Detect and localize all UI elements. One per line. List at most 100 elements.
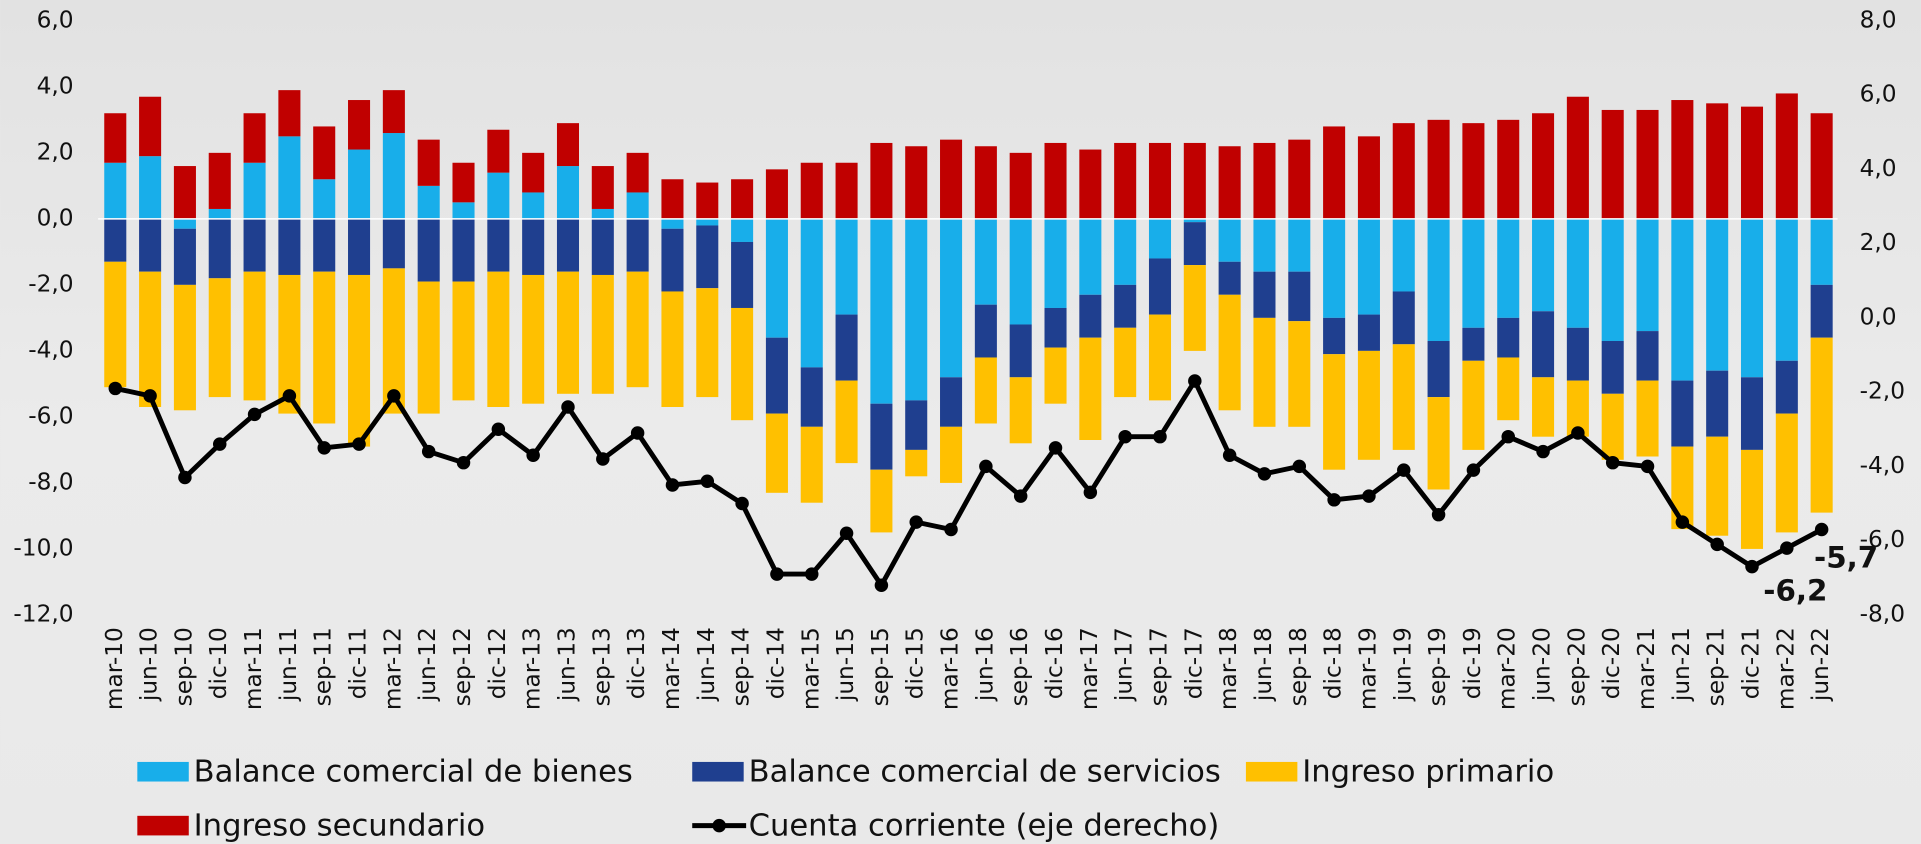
bar-segment: [209, 219, 231, 278]
bar-segment: [592, 219, 614, 275]
line-marker: [1188, 374, 1201, 387]
bar-segment: [836, 163, 858, 219]
bar-segment: [1219, 219, 1241, 262]
bar-segment: [348, 219, 370, 275]
bar-segment: [1602, 394, 1624, 460]
line-marker: [457, 456, 470, 469]
line-marker: [1710, 538, 1723, 551]
bar-segment: [1706, 371, 1728, 437]
x-tick-label: mar-19: [1354, 627, 1381, 710]
x-tick-label: dic-21: [1738, 627, 1765, 699]
bar-segment: [487, 219, 509, 272]
line-marker: [526, 449, 539, 462]
line-marker: [1153, 430, 1166, 443]
bar-segment: [1393, 291, 1415, 344]
bar-segment: [801, 163, 823, 219]
y-tick-label: -4,0: [28, 336, 73, 363]
bar-segment: [313, 179, 335, 219]
bar-segment: [1532, 311, 1554, 377]
line-marker: [352, 437, 365, 450]
y-tick-label: 4,0: [37, 72, 74, 99]
bar-segment: [1602, 110, 1624, 219]
bar-segment: [522, 219, 544, 275]
bar-segment: [1811, 113, 1833, 219]
y-tick-label: -12,0: [13, 600, 73, 627]
line-marker: [666, 478, 679, 491]
line-marker: [735, 497, 748, 510]
bar-segment: [766, 338, 788, 414]
legend-label: Balance comercial de servicios: [749, 754, 1221, 789]
bar-segment: [1497, 219, 1519, 318]
bar-segment: [1428, 219, 1450, 341]
line-marker: [840, 527, 853, 540]
bar-segment: [766, 169, 788, 219]
x-tick-label: sep-13: [588, 627, 615, 706]
y2-tick-label: 8,0: [1860, 6, 1897, 33]
bar-segment: [348, 275, 370, 447]
bar-segment: [1567, 219, 1589, 328]
line-marker: [561, 400, 574, 413]
x-tick-label: sep-19: [1424, 627, 1451, 706]
x-tick-label: jun-10: [136, 627, 163, 702]
bar-segment: [244, 272, 266, 401]
bar-segment: [1637, 381, 1659, 457]
y-tick-label: -6,0: [28, 402, 73, 429]
bar-segment: [1462, 328, 1484, 361]
bar-segment: [1602, 219, 1624, 341]
x-tick-label: mar-18: [1215, 627, 1242, 710]
bar-segment: [801, 427, 823, 503]
bar-segment: [348, 150, 370, 219]
line-marker: [492, 423, 505, 436]
line-marker: [909, 515, 922, 528]
bar-segment: [661, 179, 683, 219]
bar-segment: [557, 272, 579, 394]
bar-segment: [661, 291, 683, 407]
y-tick-label: 2,0: [37, 138, 74, 165]
x-tick-label: dic-17: [1180, 627, 1207, 699]
line-marker: [1571, 426, 1584, 439]
bar-segment: [1184, 222, 1206, 265]
line-marker: [1815, 523, 1828, 536]
bar-segment: [1776, 219, 1798, 361]
x-tick-label: sep-15: [867, 627, 894, 706]
bar-segment: [627, 272, 649, 388]
bar-segment: [1706, 103, 1728, 219]
bar-segment: [870, 470, 892, 533]
bar-segment: [696, 288, 718, 397]
bar-segment: [174, 219, 196, 229]
line-marker: [143, 389, 156, 402]
bar-segment: [174, 285, 196, 410]
x-tick-label: sep-18: [1285, 627, 1312, 706]
bar-segment: [592, 275, 614, 394]
bar-segment: [1811, 285, 1833, 338]
bar-segment: [1637, 331, 1659, 381]
bar-segment: [1776, 93, 1798, 218]
x-tick-label: jun-22: [1807, 627, 1834, 702]
line-marker: [1397, 463, 1410, 476]
bar-segment: [452, 282, 474, 401]
y-tick-label: -2,0: [28, 270, 73, 297]
line-marker: [1536, 445, 1549, 458]
line-marker: [979, 460, 992, 473]
x-tick-label: jun-16: [971, 627, 998, 702]
bar-segment: [487, 130, 509, 173]
bar-segment: [627, 153, 649, 193]
bar-segment: [627, 219, 649, 272]
bar-segment: [522, 275, 544, 404]
bar-segment: [1532, 377, 1554, 436]
y2-tick-label: -4,0: [1860, 452, 1905, 479]
bar-segment: [1567, 97, 1589, 219]
line-marker: [631, 426, 644, 439]
bar-segment: [1358, 351, 1380, 460]
y2-tick-label: 6,0: [1860, 81, 1897, 108]
line-marker: [1676, 515, 1689, 528]
line-marker: [213, 437, 226, 450]
x-tick-label: jun-13: [553, 627, 580, 702]
bar-segment: [1462, 123, 1484, 219]
bar-segment: [696, 219, 718, 226]
bar-segment: [1776, 414, 1798, 533]
bar-segment: [1428, 120, 1450, 219]
x-tick-label: sep-17: [1145, 627, 1172, 706]
bar-segment: [592, 209, 614, 219]
bar-segment: [278, 219, 300, 275]
